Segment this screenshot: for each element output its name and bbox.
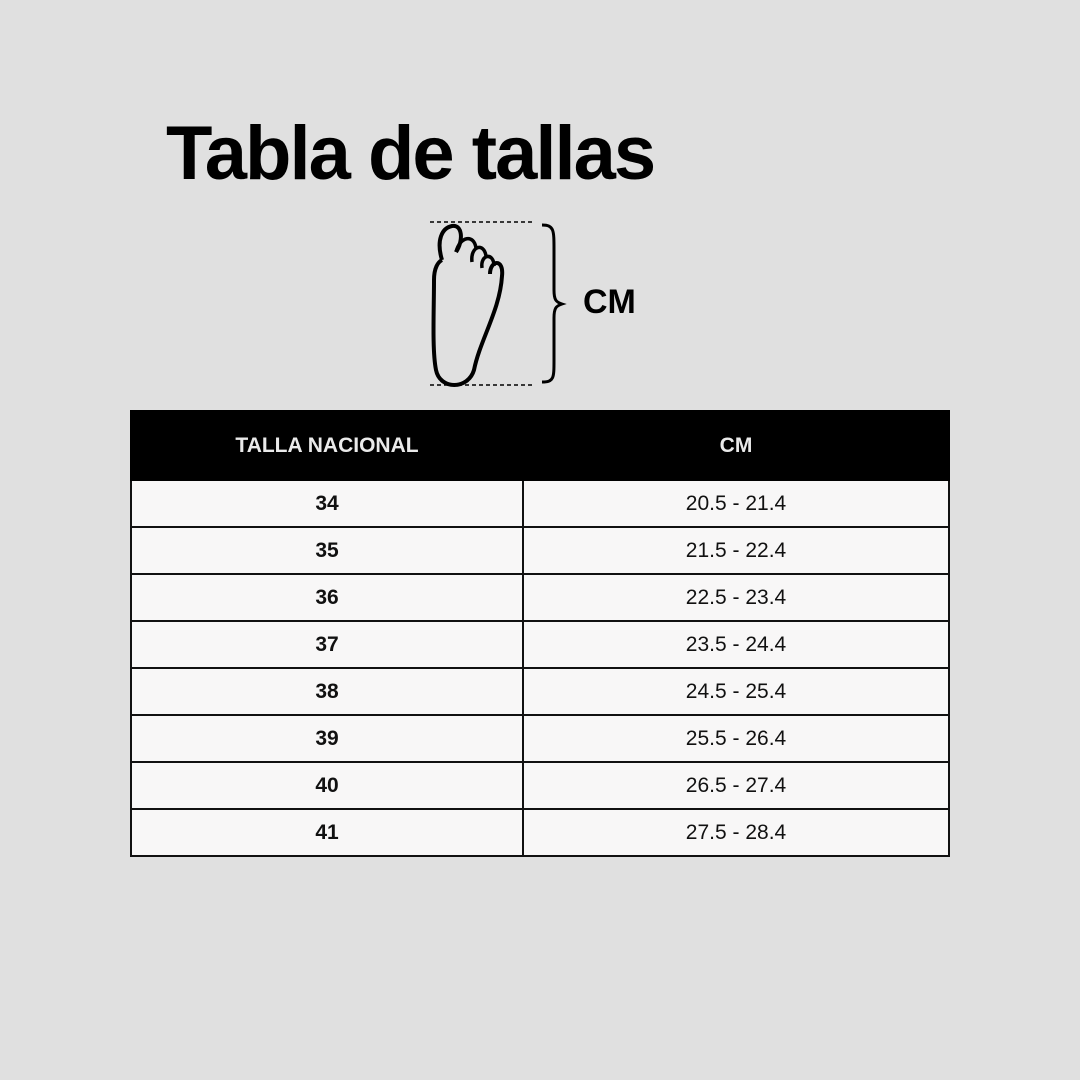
size-cell: 39 xyxy=(130,714,524,763)
cm-cell: 20.5 - 21.4 xyxy=(522,479,950,528)
table-row: 36 22.5 - 23.4 xyxy=(130,573,950,622)
table-row: 39 25.5 - 26.4 xyxy=(130,714,950,763)
page-title: Tabla de tallas xyxy=(166,111,656,196)
size-cell: 36 xyxy=(130,573,524,622)
table-row: 38 24.5 - 25.4 xyxy=(130,667,950,716)
table-row: 41 27.5 - 28.4 xyxy=(130,808,950,857)
cm-cell: 24.5 - 25.4 xyxy=(522,667,950,716)
measurement-unit-label: CM xyxy=(583,283,636,321)
cm-cell: 21.5 - 22.4 xyxy=(522,526,950,575)
size-cell: 40 xyxy=(130,761,524,810)
cm-cell: 27.5 - 28.4 xyxy=(522,808,950,857)
cm-cell: 25.5 - 26.4 xyxy=(522,714,950,763)
header-national-size: TALLA NACIONAL xyxy=(130,410,524,481)
size-cell: 38 xyxy=(130,667,524,716)
cm-cell: 22.5 - 23.4 xyxy=(522,573,950,622)
size-table: TALLA NACIONAL CM 34 20.5 - 21.4 35 21.5 - … xyxy=(130,410,950,857)
cm-cell: 26.5 - 27.4 xyxy=(522,761,950,810)
header-cm: CM xyxy=(522,410,950,481)
table-row: 40 26.5 - 27.4 xyxy=(130,761,950,810)
table-row: 34 20.5 - 21.4 xyxy=(130,479,950,528)
size-cell: 37 xyxy=(130,620,524,669)
size-cell: 41 xyxy=(130,808,524,857)
foot-length-icon xyxy=(430,221,567,387)
table-row: 37 23.5 - 24.4 xyxy=(130,620,950,669)
table-row: 35 21.5 - 22.4 xyxy=(130,526,950,575)
size-cell: 35 xyxy=(130,526,524,575)
table-header-row: TALLA NACIONAL CM xyxy=(130,410,950,481)
size-cell: 34 xyxy=(130,479,524,528)
cm-cell: 23.5 - 24.4 xyxy=(522,620,950,669)
